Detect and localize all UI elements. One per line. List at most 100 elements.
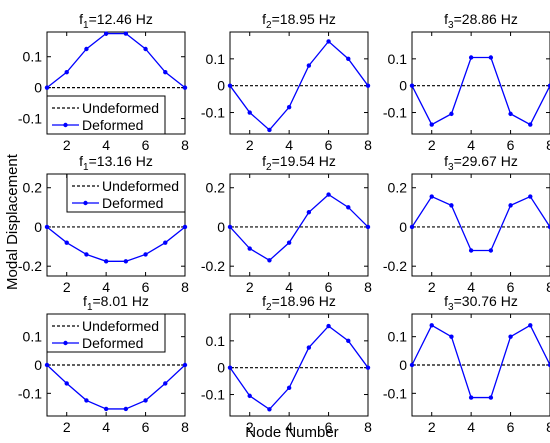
x-tick-label: 4 (285, 419, 293, 435)
deformed-point (365, 83, 371, 88)
deformed-point (429, 194, 434, 199)
x-tick-label: 6 (142, 279, 150, 295)
deformed-point (143, 398, 148, 403)
legend-deformed-label: Deformed (82, 117, 143, 133)
deformed-point (64, 240, 69, 245)
x-tick-label: 2 (428, 137, 436, 153)
deformed-point (182, 224, 188, 230)
axes-box (229, 31, 369, 135)
deformed-point (247, 246, 252, 251)
deformed-line (229, 325, 369, 411)
deformed-point (409, 224, 415, 230)
x-tick-label: 2 (63, 279, 71, 295)
x-tick-label: 4 (102, 137, 110, 153)
x-tick-label: 6 (142, 137, 150, 153)
deformed-point (247, 110, 252, 115)
y-tick-label: -0.1 (201, 105, 225, 121)
legend-undeformed-label: Undeformed (82, 318, 159, 334)
x-tick-label: 8 (181, 419, 189, 435)
y-tick-label: 0 (34, 80, 42, 96)
y-tick-label: 0 (217, 78, 225, 94)
deformed-point (227, 365, 233, 370)
x-tick-label: 6 (325, 419, 333, 435)
deformed-point (123, 31, 129, 36)
y-tick-label: -0.1 (18, 111, 42, 127)
deformed-point (44, 362, 50, 368)
deformed-point (346, 205, 351, 210)
y-tick-label: 0 (399, 357, 407, 373)
x-tick-label: 4 (467, 419, 475, 435)
deformed-point (468, 395, 474, 400)
x-tick-label: 8 (364, 279, 372, 295)
deformed-line (46, 226, 186, 262)
legend-deformed-marker (83, 200, 88, 206)
x-tick-label: 6 (507, 279, 515, 295)
deformed-point (449, 203, 454, 208)
y-tick-label: 0.1 (23, 329, 43, 345)
deformed-point (123, 259, 129, 264)
deformed-point (508, 334, 513, 339)
subplot-title: f2=18.96 Hz (262, 293, 336, 313)
subplot-title: f1=8.01 Hz (83, 293, 149, 313)
deformed-point (429, 323, 434, 328)
deformed-point (508, 203, 513, 208)
deformed-point (84, 398, 89, 403)
deformed-line (46, 32, 186, 89)
x-tick-label: 6 (325, 279, 333, 295)
y-tick-label: 0 (399, 219, 407, 235)
x-tick-label: 2 (428, 279, 436, 295)
deformed-point (488, 395, 494, 400)
y-tick-label: 0.1 (23, 49, 43, 65)
x-tick-label: 8 (181, 137, 189, 153)
y-tick-label: 0.1 (388, 329, 408, 345)
subplot-title: f2=19.54 Hz (262, 153, 336, 173)
deformed-point (365, 365, 371, 370)
x-tick-label: 2 (246, 137, 254, 153)
y-tick-label: 0.2 (206, 180, 226, 196)
deformed-point (326, 192, 331, 197)
x-tick-label: 2 (63, 419, 71, 435)
deformed-point (163, 69, 168, 75)
axes-box (411, 31, 550, 135)
x-tick-label: 8 (364, 419, 372, 435)
deformed-point (84, 252, 89, 257)
deformed-point (64, 69, 69, 75)
deformed-point (44, 85, 50, 90)
deformed-point (267, 258, 272, 263)
deformed-point (306, 345, 312, 350)
x-tick-label: 4 (102, 279, 110, 295)
deformed-line (46, 364, 186, 410)
subplot-6: f3=29.67 Hz 2 4 6 8 -0.2 0 0.2 (383, 153, 550, 295)
deformed-line (411, 56, 550, 126)
y-tick-label: 0.2 (23, 180, 43, 196)
deformed-point (143, 252, 148, 257)
axes-box (229, 313, 369, 417)
subplot-title: f1=12.46 Hz (79, 11, 153, 31)
x-tick-label: 2 (246, 419, 254, 435)
deformed-point (346, 338, 351, 344)
deformed-point (547, 362, 550, 368)
y-tick-label: -0.1 (201, 387, 225, 403)
subplot-2: f2=18.95 Hz 2 4 6 8 -0.1 0 0.1 (201, 11, 372, 153)
deformed-point (409, 362, 415, 368)
y-tick-label: 0.1 (206, 51, 226, 67)
subplot-1: f1=12.46 Hz 2 4 6 8 -0.1 0 0.1 UndeformedDeforme… (18, 11, 189, 153)
subplot-title: f3=29.67 Hz (444, 153, 518, 173)
axes-box (411, 173, 550, 277)
x-tick-label: 2 (428, 419, 436, 435)
subplot-3: f3=28.86 Hz 2 4 6 8 -0.1 0 0.1 (383, 11, 550, 153)
deformed-point (182, 85, 188, 90)
x-tick-label: 8 (546, 137, 550, 153)
legend-deformed-label: Deformed (82, 335, 143, 351)
deformed-point (64, 381, 69, 386)
deformed-point (163, 381, 168, 386)
deformed-point (286, 385, 292, 391)
deformed-point (488, 248, 494, 253)
axes-box (229, 173, 369, 277)
deformed-point (306, 210, 312, 215)
deformed-point (326, 39, 331, 44)
y-tick-label: -0.2 (383, 258, 407, 274)
